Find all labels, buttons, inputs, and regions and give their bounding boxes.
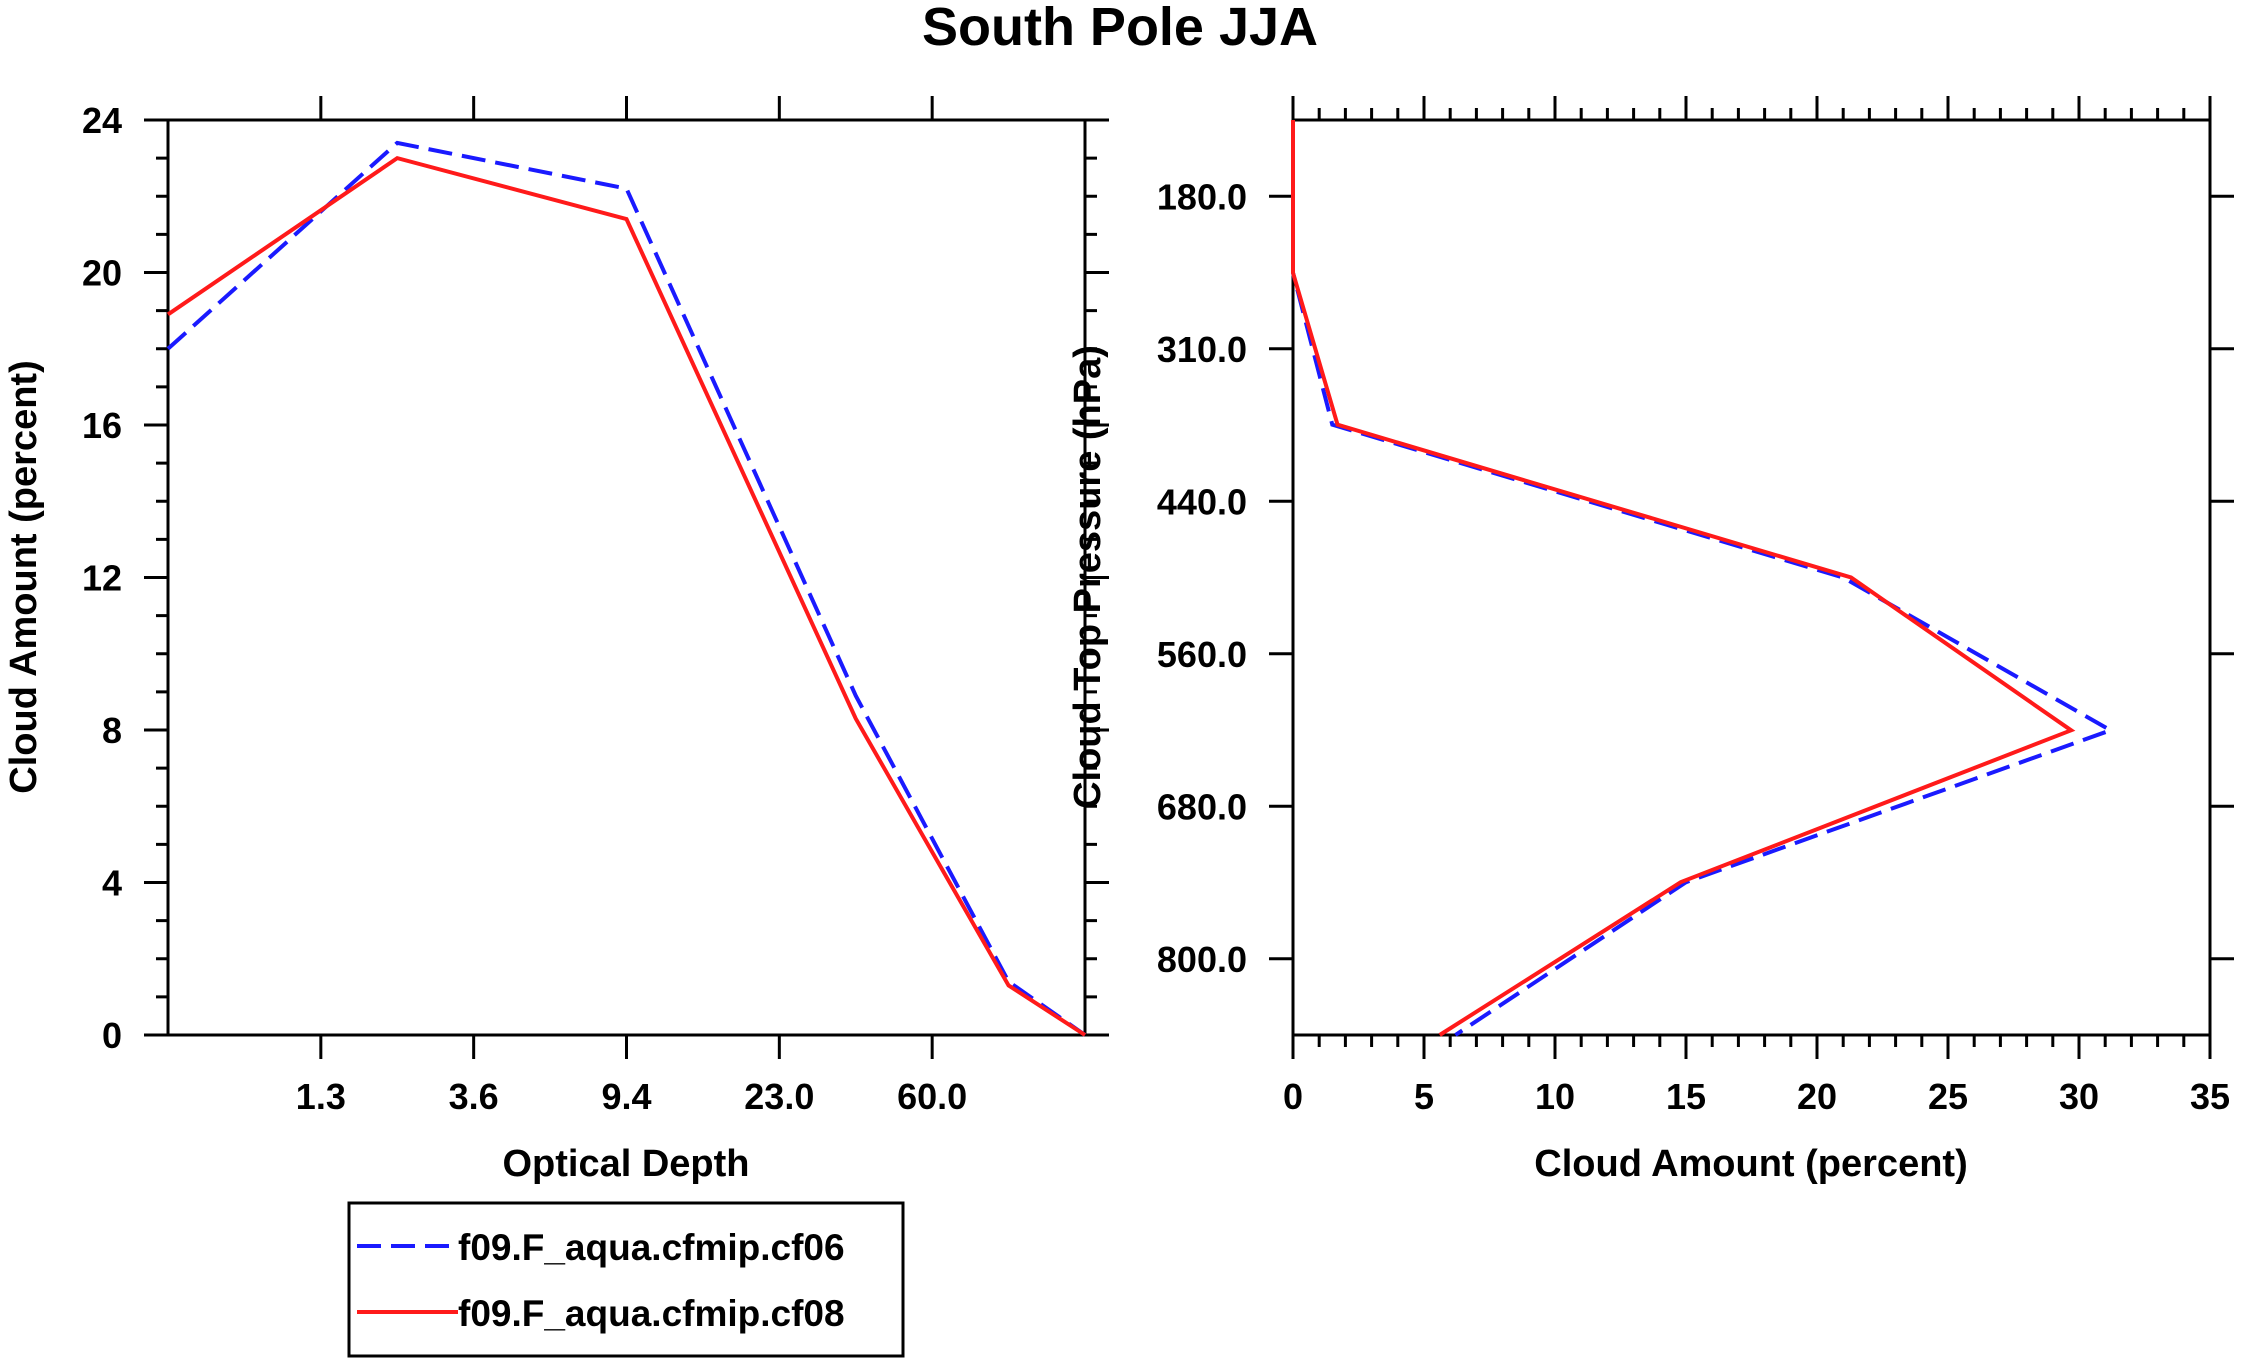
right-x-tick-label: 0 (1283, 1076, 1303, 1117)
right-y-tick-label: 440.0 (1157, 481, 1247, 522)
left-series (166, 140, 1087, 1037)
right-series (1291, 120, 2116, 1037)
left-panel: 0 4 8 12 16 20 24 1.3 3.6 9.4 23.0 60.0 Optical De… (3, 96, 1109, 1185)
left-y-axis-label: Cloud Amount (percent) (3, 360, 45, 793)
right-x-tick-label: 20 (1797, 1076, 1837, 1117)
right-x-tick-label: 10 (1535, 1076, 1575, 1117)
left-x-tick-label: 23.0 (744, 1076, 814, 1117)
left-plot-frame (166, 118, 1087, 1037)
left-series-line-0 (166, 140, 1087, 1037)
left-y-tick-labels: 0 4 8 12 16 20 24 (82, 100, 122, 1056)
left-x-tick-label: 1.3 (296, 1076, 346, 1117)
left-x-tick-label: 3.6 (449, 1076, 499, 1117)
left-x-axis-label: Optical Depth (502, 1143, 749, 1185)
right-x-tick-label: 30 (2059, 1076, 2099, 1117)
legend-label-cf08: f09.F_aqua.cfmip.cf08 (458, 1293, 845, 1334)
right-x-tick-labels: 0 5 10 15 20 25 30 35 (1283, 1076, 2230, 1117)
legend-label-cf06: f09.F_aqua.cfmip.cf06 (458, 1227, 845, 1268)
right-y-tick-label: 180.0 (1157, 176, 1247, 217)
right-y-axis-label: Cloud Top Pressure (hPa) (1067, 345, 1109, 809)
left-y-tick-label: 0 (102, 1015, 122, 1056)
left-x-tick-labels: 1.3 3.6 9.4 23.0 60.0 (296, 1076, 967, 1117)
chart-title: South Pole JJA (922, 0, 1318, 57)
right-y-tick-labels: 180.0 310.0 440.0 560.0 680.0 800.0 (1157, 176, 1247, 980)
right-plot-frame (1291, 118, 2212, 1037)
left-y-tick-label: 8 (102, 710, 122, 751)
right-x-tick-label: 5 (1414, 1076, 1434, 1117)
left-x-tick-label: 9.4 (601, 1076, 651, 1117)
right-series-line-1 (1291, 120, 2076, 1037)
right-y-tick-label: 680.0 (1157, 786, 1247, 827)
left-y-tick-label: 4 (102, 863, 122, 904)
left-y-tick-label: 20 (82, 253, 122, 294)
right-x-axis-label: Cloud Amount (percent) (1534, 1143, 1967, 1185)
left-series-line-1 (166, 155, 1087, 1037)
legend-box (347, 1201, 905, 1358)
left-ticks (144, 96, 1109, 1059)
right-ticks (1269, 96, 2234, 1059)
right-y-tick-label: 800.0 (1157, 939, 1247, 980)
right-y-tick-label: 310.0 (1157, 329, 1247, 370)
right-x-tick-label: 25 (1928, 1076, 1968, 1117)
right-x-tick-label: 15 (1666, 1076, 1706, 1117)
legend: f09.F_aqua.cfmip.cf06 f09.F_aqua.cfmip.c… (347, 1201, 905, 1358)
right-x-tick-label: 35 (2190, 1076, 2230, 1117)
right-y-tick-label: 560.0 (1157, 634, 1247, 675)
right-series-line-0 (1291, 120, 2116, 1037)
left-y-tick-label: 24 (82, 100, 122, 141)
left-y-tick-label: 12 (82, 558, 122, 599)
left-x-tick-label: 60.0 (897, 1076, 967, 1117)
right-panel: 180.0 310.0 440.0 560.0 680.0 800.0 0 5 10 15 20 2… (1067, 96, 2234, 1185)
left-y-tick-label: 16 (82, 405, 122, 446)
